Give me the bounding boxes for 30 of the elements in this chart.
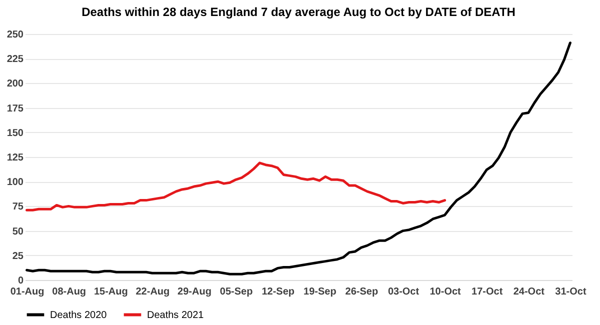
x-tick-label: 24-Oct (513, 286, 546, 298)
x-tick-label: 01-Aug (10, 286, 44, 298)
x-tick-label: 05-Sep (220, 286, 253, 298)
x-tick-label: 26-Sep (345, 286, 378, 298)
legend-label: Deaths 2021 (147, 310, 204, 321)
x-tick-label: 22-Aug (136, 286, 170, 298)
x-tick-label: 15-Aug (94, 286, 128, 298)
x-tick-label: 10-Oct (430, 286, 462, 298)
y-tick-label: 200 (6, 78, 24, 90)
legend-label: Deaths 2020 (50, 310, 108, 321)
y-tick-label: 250 (6, 30, 24, 40)
y-tick-label: 25 (12, 250, 24, 262)
y-tick-label: 0 (18, 276, 24, 286)
x-tick-label: 29-Aug (178, 286, 212, 298)
chart-title: Deaths within 28 days England 7 day average Aug to Oct by DATE of DEATH (82, 5, 516, 19)
x-tick-label: 17-Oct (472, 286, 504, 298)
y-tick-label: 50 (12, 226, 24, 238)
y-tick-label: 100 (6, 177, 24, 188)
y-tick-label: 225 (6, 54, 24, 66)
x-tick-label: 08-Aug (52, 286, 86, 298)
y-tick-label: 150 (6, 128, 24, 139)
x-tick-label: 12-Sep (262, 286, 294, 298)
line-series (26, 42, 572, 276)
x-tick-label: 19-Sep (304, 286, 336, 298)
y-tick-label: 75 (12, 202, 24, 213)
x-tick-label: 03-Oct (388, 286, 420, 298)
y-tick-label: 125 (6, 152, 24, 164)
y-tick-label: 175 (6, 103, 24, 114)
x-tick-label: 31-Oct (555, 286, 587, 298)
line-series (26, 162, 446, 212)
